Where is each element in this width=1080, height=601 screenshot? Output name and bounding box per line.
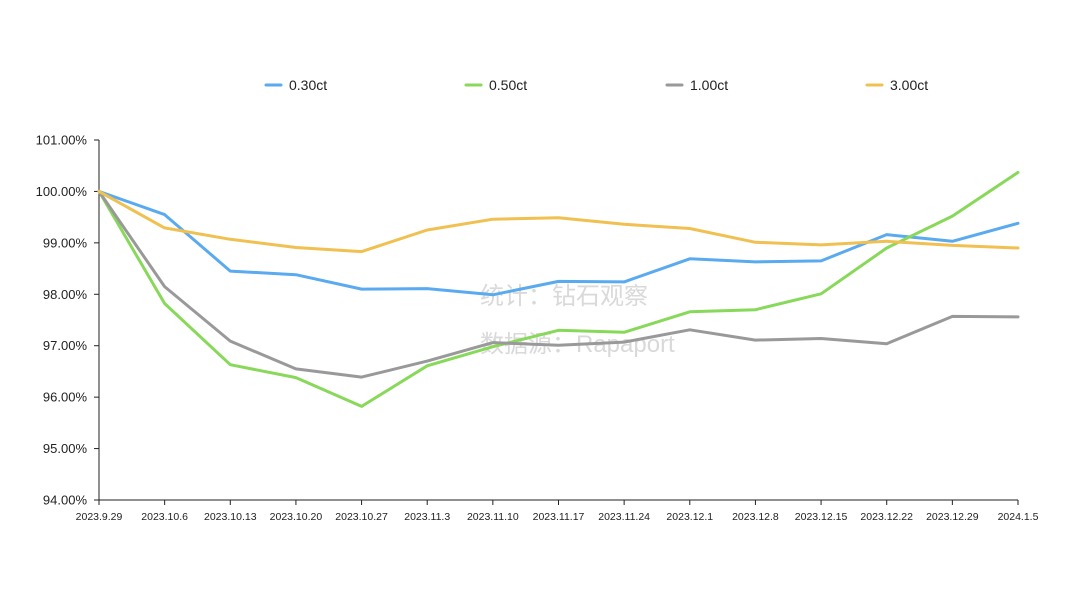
series-lines [97,170,1020,408]
x-tick-label: 2023.10.13 [204,511,257,523]
y-tick-label: 95.00% [43,441,88,456]
x-tick-label: 2023.12.1 [666,511,713,523]
x-tick-label: 2023.10.6 [141,511,188,523]
x-tick-label: 2023.12.8 [732,511,779,523]
legend: 0.30ct 0.50ct 1.00ct 3.00ct [264,77,928,93]
axes: 94.00% 95.00% 96.00% 97.00% 98.00% 99.00% 100.… [36,133,1039,524]
x-tick-label: 2023.12.22 [860,511,913,523]
x-tick-label: 2023.10.27 [335,511,388,523]
y-tick-label: 98.00% [43,287,88,302]
x-tick-label: 2023.9.29 [76,511,123,523]
x-tick-label: 2023.11.17 [533,511,585,523]
y-tick-label: 96.00% [43,390,88,405]
legend-label: 3.00ct [890,77,928,93]
y-tick-label: 99.00% [43,235,88,250]
x-tick-label: 2024.1.5 [998,511,1039,523]
x-tick-label: 2023.11.10 [467,511,519,523]
y-tick-label: 101.00% [36,133,88,148]
watermark: 统计：钻石观察 数据源：Rapaport [480,283,675,358]
y-tick-label: 94.00% [43,493,88,508]
series-line-0-50ct [97,170,1020,408]
series-line-1-00ct [97,189,1020,379]
x-tick-label: 2023.12.15 [795,511,848,523]
y-tick-label: 97.00% [43,338,88,353]
legend-label: 1.00ct [690,77,728,93]
watermark-line-1: 统计：钻石观察 [480,283,648,310]
x-tick-label: 2023.11.3 [404,511,450,523]
x-tick-label: 2023.10.20 [270,511,323,523]
series-line-3-00ct [97,189,1020,254]
legend-label: 0.30ct [289,77,327,93]
x-tick-label: 2023.11.24 [598,511,650,523]
x-tick-label: 2023.12.29 [926,511,979,523]
legend-label: 0.50ct [489,77,527,93]
y-tick-label: 100.00% [36,184,88,199]
